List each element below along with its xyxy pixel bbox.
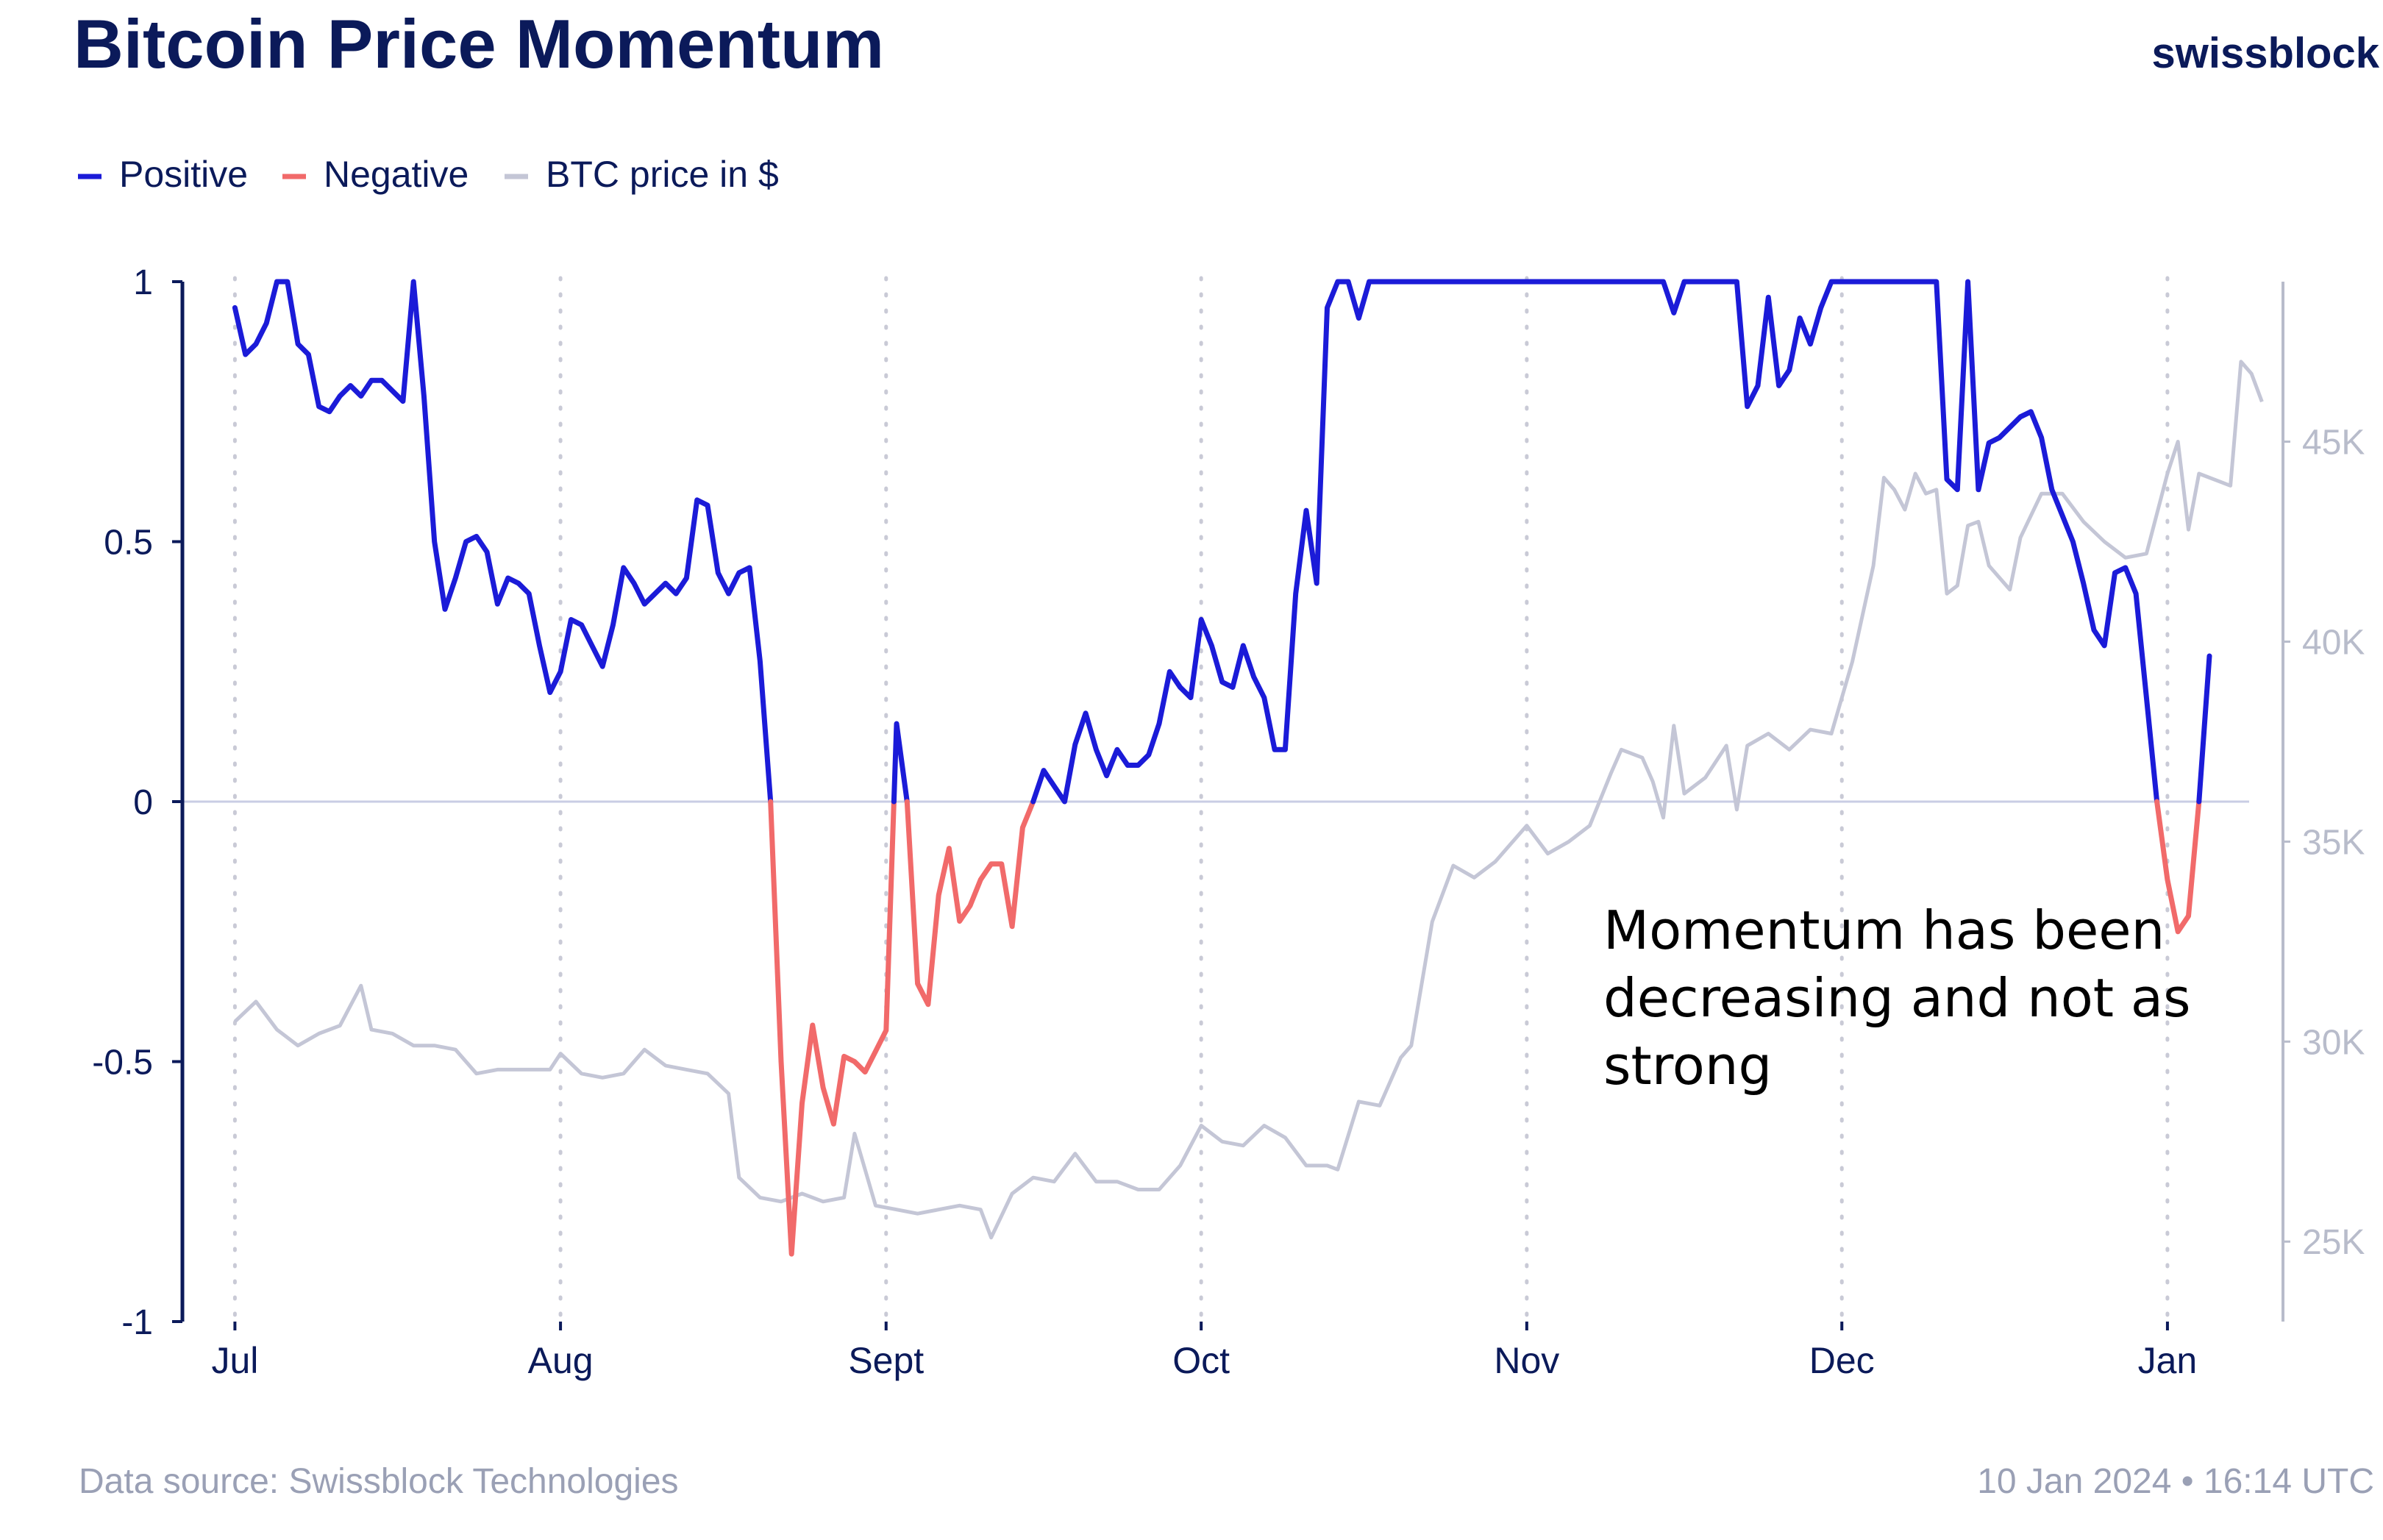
legend-label-positive: Positive	[119, 154, 248, 195]
timestamp: 10 Jan 2024 • 16:14 UTC	[1977, 1462, 2374, 1501]
momentum-negative-segment	[768, 799, 897, 1257]
btc-price-line	[233, 360, 2264, 1240]
x-tick-label: Jul	[211, 1340, 258, 1381]
annotation: Momentum has been decreasing and not as …	[1603, 899, 2191, 1097]
y-left-tick-label: 0.5	[104, 524, 153, 563]
x-tick-label: Sept	[848, 1340, 924, 1381]
legend-item-positive[interactable]: Positive	[78, 154, 248, 195]
chart-title: Bitcoin Price Momentum	[74, 5, 884, 82]
legend-label-negative: Negative	[324, 154, 469, 195]
y-left-tick-label: -1	[121, 1303, 153, 1342]
momentum-positive-segment	[232, 279, 774, 805]
x-tick-label: Jan	[2138, 1340, 2198, 1381]
x-tick-label: Nov	[1494, 1340, 1559, 1381]
y-right-tick-label: 30K	[2302, 1023, 2365, 1062]
momentum-positive-segment	[891, 721, 910, 805]
momentum-positive-segment	[2196, 653, 2212, 805]
y-left-tick-label: 0	[133, 783, 153, 822]
brand-logo: swissblock	[2152, 29, 2380, 77]
momentum-negative-segment	[2154, 799, 2202, 935]
y-right-tick-label: 40K	[2302, 623, 2365, 662]
y-right-tick-label: 35K	[2302, 823, 2365, 862]
annotation-line-3: strong	[1603, 1035, 1772, 1097]
legend: Positive Negative BTC price in $	[78, 154, 779, 195]
annotation-line-2: decreasing and not as	[1603, 967, 2191, 1029]
x-tick-label: Aug	[528, 1340, 594, 1381]
x-tick-label: Dec	[1809, 1340, 1875, 1381]
legend-label-btc-price: BTC price in $	[546, 154, 779, 195]
y-right-tick-label: 45K	[2302, 424, 2365, 463]
grid-lines	[182, 276, 2249, 1324]
legend-item-negative[interactable]: Negative	[282, 154, 469, 195]
momentum-negative-segment	[904, 799, 1036, 1008]
annotation-line-1: Momentum has been	[1603, 899, 2165, 961]
legend-item-btc-price[interactable]: BTC price in $	[505, 154, 779, 195]
axes: Jul Aug Sept Oct Nov Dec Jan 1 0.5 0 -0.5 -1 25K 30K 3…	[92, 263, 2365, 1381]
y-right-tick-label: 25K	[2302, 1223, 2365, 1262]
y-left-tick-label: -0.5	[92, 1044, 153, 1083]
momentum-positive-segment	[1030, 279, 2160, 805]
data-source: Data source: Swissblock Technologies	[79, 1462, 679, 1501]
series-btc-price	[233, 360, 2264, 1240]
series-momentum	[232, 279, 2212, 1257]
y-left-tick-label: 1	[133, 263, 153, 302]
x-tick-label: Oct	[1172, 1340, 1230, 1381]
